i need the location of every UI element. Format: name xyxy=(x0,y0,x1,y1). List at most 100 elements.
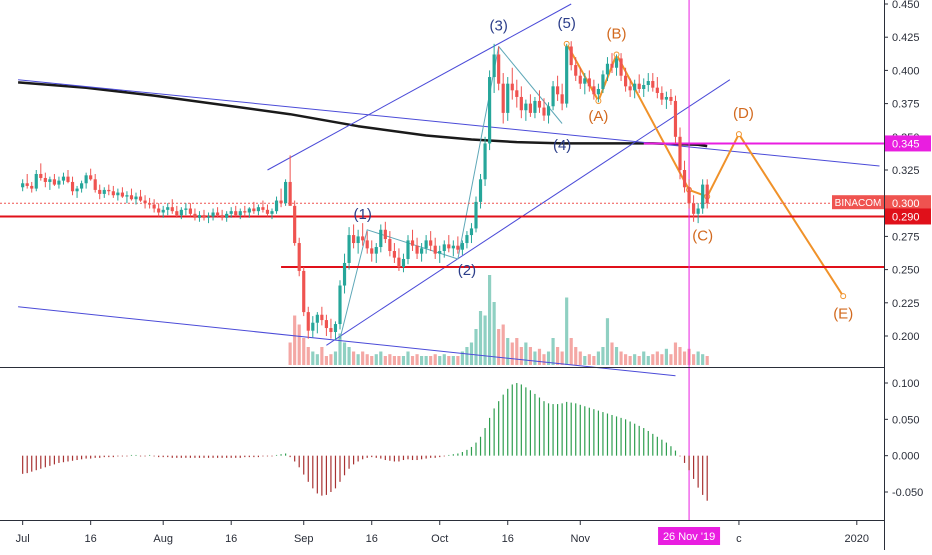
candle-body[interactable] xyxy=(70,181,75,192)
candle-body[interactable] xyxy=(637,83,641,89)
candle-body[interactable] xyxy=(410,240,415,246)
candle-body[interactable] xyxy=(52,179,56,185)
candle-body[interactable] xyxy=(415,245,419,254)
candle-body[interactable] xyxy=(574,65,578,76)
candle-body[interactable] xyxy=(329,328,333,333)
candle-body[interactable] xyxy=(447,244,451,249)
candle-body[interactable] xyxy=(306,312,310,331)
candle-body[interactable] xyxy=(469,228,474,236)
candle-body[interactable] xyxy=(333,324,338,333)
candle-body[interactable] xyxy=(379,229,383,248)
candle-body[interactable] xyxy=(537,100,542,108)
candle-body[interactable] xyxy=(519,96,523,111)
candle-body[interactable] xyxy=(211,212,215,217)
candle-body[interactable] xyxy=(669,96,673,101)
candle-body[interactable] xyxy=(587,78,591,87)
candle-body[interactable] xyxy=(34,173,38,189)
candle-body[interactable] xyxy=(510,83,514,91)
candle-body[interactable] xyxy=(148,203,152,205)
candle-body[interactable] xyxy=(57,180,61,185)
candle-body[interactable] xyxy=(111,191,115,196)
candle-body[interactable] xyxy=(614,58,619,68)
candle-body[interactable] xyxy=(583,78,587,84)
candle-body[interactable] xyxy=(138,196,143,201)
candle-body[interactable] xyxy=(546,106,551,116)
candle-body[interactable] xyxy=(474,201,478,229)
candle-body[interactable] xyxy=(225,213,229,218)
candle-body[interactable] xyxy=(664,96,668,100)
candle-body[interactable] xyxy=(361,236,365,241)
candle-body[interactable] xyxy=(352,235,356,244)
candle-body[interactable] xyxy=(642,85,646,89)
candle-body[interactable] xyxy=(315,314,319,323)
candle-body[interactable] xyxy=(478,179,483,202)
candle-body[interactable] xyxy=(619,58,623,76)
candle-body[interactable] xyxy=(492,54,496,78)
candle-body[interactable] xyxy=(592,86,596,95)
candle-body[interactable] xyxy=(655,87,659,93)
candle-body[interactable] xyxy=(256,207,260,212)
candle-body[interactable] xyxy=(651,81,655,88)
candle-body[interactable] xyxy=(456,245,460,250)
candle-body[interactable] xyxy=(533,100,537,113)
candle-body[interactable] xyxy=(524,103,528,111)
candle-body[interactable] xyxy=(129,195,134,200)
candle-body[interactable] xyxy=(705,184,709,204)
candle-body[interactable] xyxy=(288,181,292,206)
candle-body[interactable] xyxy=(569,46,573,66)
trend-line[interactable] xyxy=(18,79,880,167)
candle-body[interactable] xyxy=(438,251,442,254)
candle-body[interactable] xyxy=(673,100,678,137)
candle-body[interactable] xyxy=(628,86,632,91)
candle-body[interactable] xyxy=(624,75,628,87)
candle-body[interactable] xyxy=(596,88,600,95)
candle-body[interactable] xyxy=(247,208,251,213)
forecast-path-node[interactable] xyxy=(735,131,742,138)
candle-body[interactable] xyxy=(66,176,70,182)
candle-body[interactable] xyxy=(125,195,129,197)
candle-body[interactable] xyxy=(48,179,52,182)
candle-body[interactable] xyxy=(460,243,464,250)
candle-body[interactable] xyxy=(465,235,469,244)
candle-body[interactable] xyxy=(193,213,197,218)
candle-body[interactable] xyxy=(388,239,392,252)
candle-body[interactable] xyxy=(25,183,29,186)
candle-body[interactable] xyxy=(297,243,301,271)
candle-body[interactable] xyxy=(234,211,238,216)
candle-body[interactable] xyxy=(120,192,124,197)
candle-body[interactable] xyxy=(424,240,428,249)
candle-body[interactable] xyxy=(365,240,369,249)
candle-body[interactable] xyxy=(338,285,342,325)
candle-body[interactable] xyxy=(528,103,532,113)
candle-body[interactable] xyxy=(565,46,569,104)
candle-body[interactable] xyxy=(324,320,328,329)
candle-body[interactable] xyxy=(320,314,324,321)
candle-body[interactable] xyxy=(188,208,192,214)
candle-body[interactable] xyxy=(678,136,682,170)
candle-body[interactable] xyxy=(429,240,433,246)
candle-body[interactable] xyxy=(342,262,347,286)
candle-body[interactable] xyxy=(692,203,696,214)
candle-body[interactable] xyxy=(170,207,174,212)
candle-body[interactable] xyxy=(433,245,437,254)
candle-body[interactable] xyxy=(265,209,270,214)
candle-body[interactable] xyxy=(605,63,610,75)
candle-body[interactable] xyxy=(610,63,614,68)
candle-body[interactable] xyxy=(175,211,179,216)
candle-body[interactable] xyxy=(542,107,546,116)
candle-body[interactable] xyxy=(633,83,637,91)
candle-body[interactable] xyxy=(152,204,156,209)
candle-body[interactable] xyxy=(397,257,401,267)
candle-body[interactable] xyxy=(279,200,283,204)
candle-body[interactable] xyxy=(356,236,360,244)
candle-body[interactable] xyxy=(107,189,111,192)
candle-body[interactable] xyxy=(551,86,555,107)
candle-body[interactable] xyxy=(311,322,315,331)
candle-body[interactable] xyxy=(451,245,455,249)
candle-body[interactable] xyxy=(302,270,306,313)
trend-line[interactable] xyxy=(267,3,572,171)
candle-body[interactable] xyxy=(202,215,206,218)
candle-body[interactable] xyxy=(84,175,88,184)
candle-body[interactable] xyxy=(21,183,25,188)
